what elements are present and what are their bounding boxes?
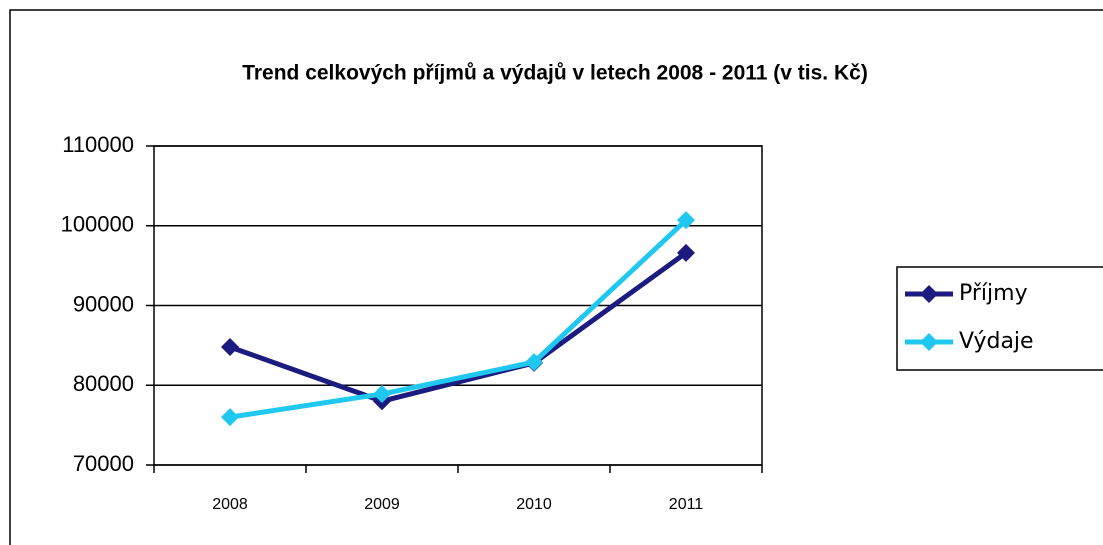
legend-marker — [920, 285, 938, 303]
legend-label: Výdaje — [959, 329, 1034, 354]
legend-label: Příjmy — [959, 281, 1028, 306]
y-tick-label: 90000 — [73, 291, 134, 316]
series-marker — [525, 353, 543, 372]
legend-marker — [920, 333, 938, 351]
y-tick-label: 100000 — [61, 212, 134, 237]
x-tick-label: 2010 — [516, 496, 552, 513]
series-line — [229, 218, 688, 420]
y-tick-label: 70000 — [73, 451, 134, 476]
series-marker — [221, 337, 239, 356]
series-marker — [677, 211, 695, 230]
series-marker — [677, 243, 695, 262]
y-tick-label: 110000 — [62, 132, 134, 157]
series-line — [229, 250, 688, 404]
x-tick-label: 2011 — [669, 496, 704, 513]
series-marker — [373, 385, 391, 404]
chart-title: Trend celkových příjmů a výdajů v letech… — [242, 62, 868, 85]
x-tick-label: 2009 — [364, 496, 400, 513]
legend-box — [896, 266, 1103, 371]
x-tick-label: 2008 — [212, 496, 248, 513]
series-marker — [221, 408, 239, 427]
y-tick-label: 80000 — [73, 371, 134, 396]
